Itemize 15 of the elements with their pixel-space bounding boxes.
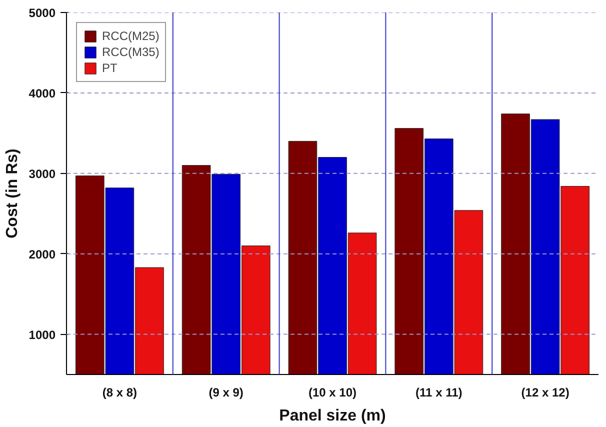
y-tick-label: 4000 (28, 86, 56, 100)
x-tick-label: (8 x 8) (102, 386, 138, 400)
x-tick-label: (11 x 11) (416, 386, 462, 400)
x-tick-label: (12 x 12) (521, 386, 570, 400)
y-tick-label: 5000 (28, 6, 56, 20)
y-tick-label: 1000 (28, 328, 56, 342)
y-tick-label: 3000 (28, 166, 56, 181)
x-axis-title: Panel size (m) (279, 408, 386, 424)
legend-label: PT (102, 61, 118, 75)
y-axis-title: Cost (in Rs) (4, 148, 21, 238)
legend-label: RCC(M35) (102, 45, 160, 59)
y-tick-label: 2000 (28, 247, 56, 262)
x-tick-label: (9 x 9) (208, 386, 244, 400)
legend-label: RCC(M25) (102, 29, 160, 43)
x-tick-label: (10 x 10) (308, 386, 357, 400)
